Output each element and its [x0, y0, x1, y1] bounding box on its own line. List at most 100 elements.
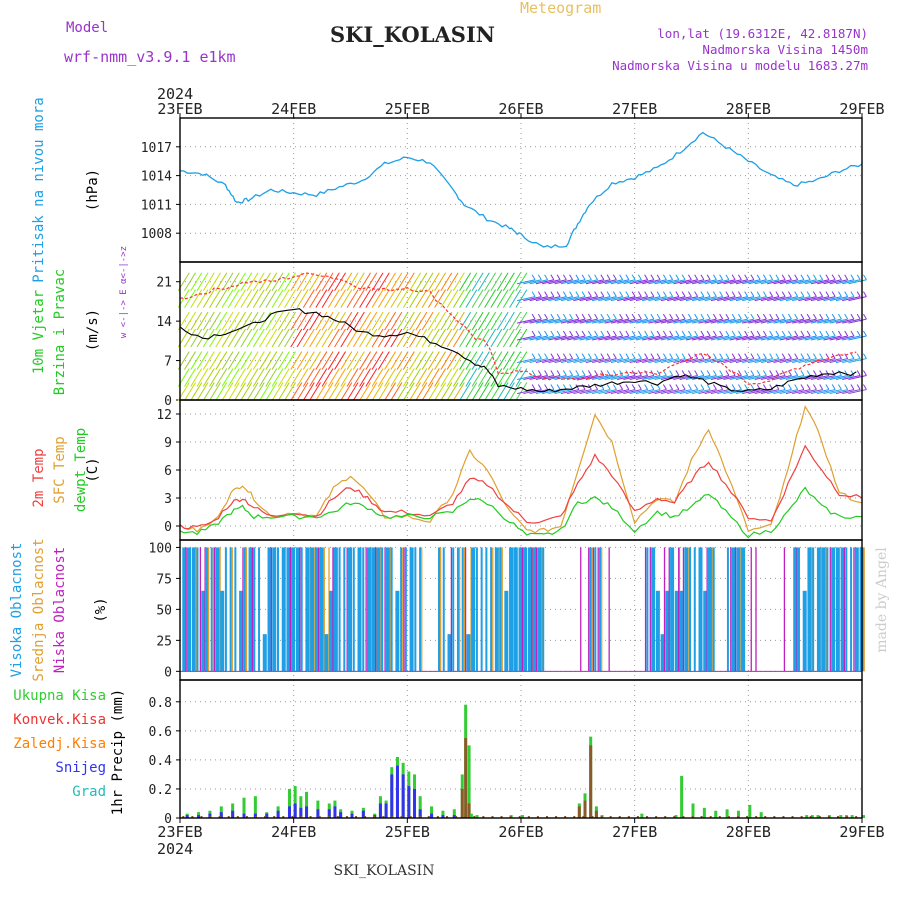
wind-barb [334, 311, 346, 331]
wind-barb [377, 382, 390, 401]
cloud-bar-high [528, 547, 533, 672]
precip-bar-snow [413, 788, 417, 818]
wind-barb [637, 353, 642, 359]
wind-barb [785, 374, 805, 380]
wind-barb [562, 313, 567, 320]
wind-barb [760, 358, 780, 364]
wind-barb [471, 289, 484, 308]
precip-trace [336, 816, 339, 818]
cloud-bar-low [332, 547, 334, 672]
year-label-bottom: 2024 [157, 840, 193, 858]
wind-barb [644, 370, 649, 376]
wind-barb [819, 313, 824, 320]
wind-barb [838, 313, 842, 320]
wind-barb [835, 358, 855, 364]
wind-barb [687, 313, 692, 320]
wind-barb [477, 272, 490, 291]
wind-barb [698, 335, 717, 341]
precip-trace [482, 816, 485, 818]
wind-barb [779, 374, 798, 380]
wind-barb [800, 291, 805, 297]
cloud-bar-high [655, 590, 660, 672]
wind-barb [215, 368, 228, 387]
wind-barb [756, 313, 761, 320]
wind-barb [594, 274, 599, 280]
wind-barb [712, 291, 717, 297]
wind-barb [694, 291, 699, 297]
wind-barb [694, 274, 699, 280]
wind-barb [523, 358, 542, 364]
wind-barb [756, 353, 761, 359]
wind-barb [813, 291, 817, 297]
wind-barb [523, 279, 542, 285]
wind-barb [794, 384, 799, 390]
wind-barb [698, 279, 717, 285]
wind-barb [587, 274, 592, 280]
cloud-bar-high [826, 547, 829, 672]
wind-barb [340, 351, 353, 370]
wind-barb [694, 313, 699, 320]
precip-trace [464, 816, 467, 818]
wind-barb [594, 291, 599, 297]
wind-barb [377, 289, 390, 308]
wind-barb [806, 313, 811, 320]
precip-trace [573, 816, 576, 818]
cloud-bar-high [840, 547, 845, 672]
wind-barb [781, 370, 786, 376]
wind-barb [296, 351, 309, 370]
precip-bar-snow [276, 810, 280, 818]
wind-barb [660, 335, 680, 341]
wind-barb [377, 351, 390, 370]
wind-barb [756, 274, 761, 280]
wind-barb [390, 351, 403, 370]
wind-barb [421, 272, 434, 291]
wind-barb [409, 351, 422, 370]
wind-barb [612, 291, 617, 297]
cloud-bar-high [201, 590, 206, 672]
wind-barb [215, 289, 228, 308]
wind-barb [760, 389, 780, 395]
cloud-bar-mid [314, 547, 316, 672]
cloud-bar-mid [290, 547, 292, 672]
wind-barb [831, 384, 836, 390]
wind-barb [296, 289, 309, 308]
precip-trace [727, 816, 730, 818]
wind-barb [625, 330, 630, 337]
wind-barb [788, 274, 792, 280]
wind-barb [648, 358, 667, 364]
wind-barb [465, 382, 478, 401]
wind-barb [496, 368, 509, 387]
cloud-bar-high [205, 547, 208, 672]
wind-barb [284, 351, 296, 370]
cloud-bar-high [333, 547, 338, 672]
cloud-bar-low [242, 547, 244, 672]
wind-barb [277, 289, 290, 308]
wind-barb [662, 291, 667, 297]
wind-barb [681, 274, 686, 280]
wind-barb [785, 296, 805, 302]
wind-barb [767, 318, 786, 324]
wind-barb [610, 318, 629, 324]
wind-barb [465, 289, 478, 308]
wind-barb [798, 358, 817, 364]
cloud-bar-low [678, 547, 680, 672]
wind-barb [321, 328, 334, 348]
wind-barb [804, 279, 823, 285]
precip-bar-total [816, 815, 820, 818]
precip-bar-total [469, 813, 473, 818]
wind-barb [296, 368, 309, 387]
wind-barb [523, 389, 542, 395]
wind-barb [556, 274, 561, 280]
wind-barb [548, 279, 567, 285]
cloud-bar-high [272, 547, 277, 672]
wind-barb [610, 335, 629, 341]
wind-barb [788, 353, 792, 359]
cloud-bar-high [452, 547, 455, 672]
wind-barb [698, 296, 717, 302]
wind-barb [748, 318, 767, 324]
cloud-bar-high [395, 590, 400, 672]
cloud-bar-mid [375, 547, 378, 672]
wind-barb [509, 311, 522, 331]
wind-barb [748, 279, 767, 285]
wind-barb [184, 311, 196, 331]
